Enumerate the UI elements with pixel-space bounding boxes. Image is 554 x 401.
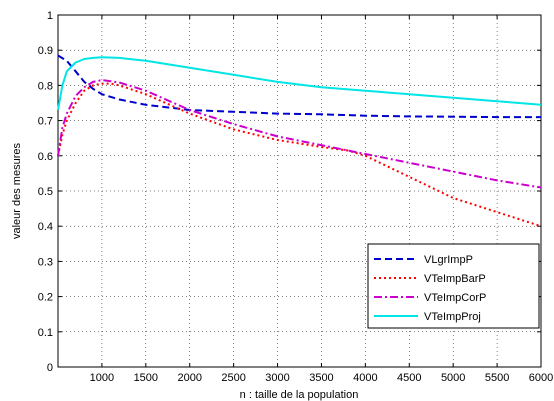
series-line-vteimpproj: [57, 56, 542, 111]
y-tick-label: 0: [47, 362, 53, 374]
legend-label-vlgrimpp: VLgrImpP: [424, 254, 473, 266]
series-lines: [57, 54, 542, 228]
series-line-vteimpbarp: [57, 82, 542, 228]
x-tick-label: 5000: [441, 372, 465, 384]
y-tick-label: 0.4: [38, 221, 53, 233]
legend-label-vteimpcorp: VTeImpCorP: [424, 292, 486, 304]
x-tick-label: 3000: [265, 372, 289, 384]
y-tick-label: 0.3: [38, 256, 53, 268]
x-tick-label: 2500: [221, 372, 245, 384]
y-tick-label: 0.6: [38, 151, 53, 163]
legend-label-vteimpbarp: VTeImpBarP: [424, 273, 486, 285]
grid: [58, 15, 542, 367]
y-tick-label: 0.9: [38, 45, 53, 57]
series-line-vteimpcorp: [57, 79, 542, 189]
y-tick-label: 0.8: [38, 80, 53, 92]
x-tick-label: 4500: [397, 372, 421, 384]
x-tick-label: 6000: [529, 372, 553, 384]
legend-label-vteimpproj: VTeImpProj: [424, 311, 481, 323]
legend: VLgrImpP VTeImpBarP VTeImpCorP VTeImpPro…: [367, 243, 540, 329]
x-tick-label: 2000: [177, 372, 201, 384]
y-axis-title: valeur des mesures: [11, 143, 23, 239]
x-tick-label: 1500: [134, 372, 158, 384]
y-tick-label: 0.5: [38, 186, 53, 198]
y-tick-label: 0.7: [38, 116, 53, 128]
x-tick-label: 3500: [309, 372, 333, 384]
x-tick-label: 5500: [485, 372, 509, 384]
y-tick-label: 0.2: [38, 292, 53, 304]
ticks: 1000 1500 2000 2500 3000 3500 4000 4500 5000 5500…: [38, 10, 554, 384]
x-axis-title: n : taille de la population: [240, 389, 359, 401]
x-tick-label: 1000: [90, 372, 114, 384]
y-tick-label: 1: [47, 10, 53, 22]
x-tick-label: 4000: [353, 372, 377, 384]
y-tick-label: 0.1: [38, 327, 53, 339]
